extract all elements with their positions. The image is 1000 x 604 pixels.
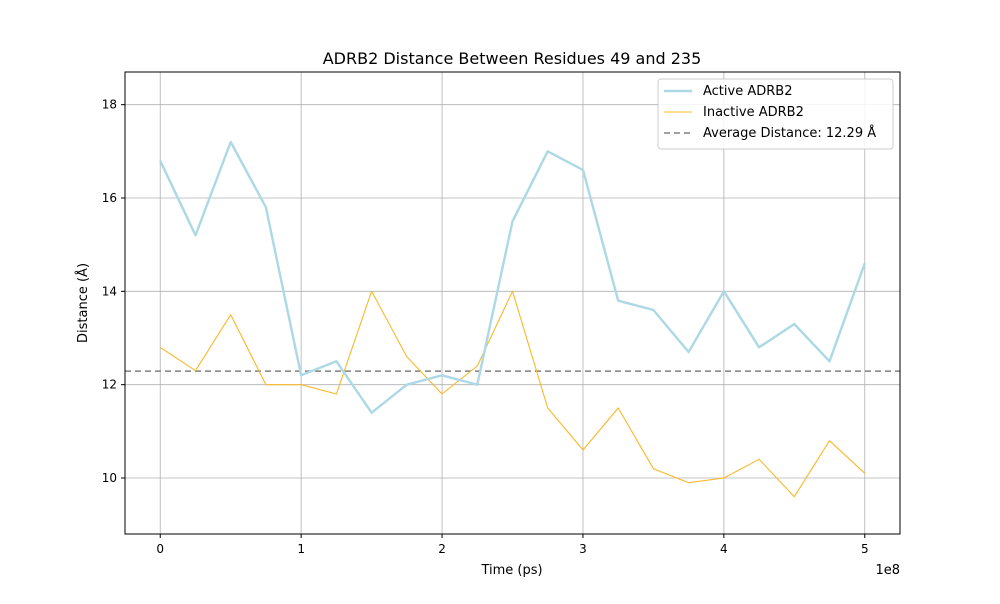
plot-frame: [124, 71, 901, 535]
x-axis-label: Time (ps): [480, 563, 542, 578]
legend-active-label: Active ADRB2: [703, 84, 792, 99]
legend-average-label: Average Distance: 12.29 Å: [703, 125, 876, 141]
legend: Active ADRB2 Inactive ADRB2 Average Distan…: [657, 78, 894, 150]
y-tick-label: 18: [102, 98, 117, 112]
x-axis-ticks: 0 1 2 3 4 5: [156, 534, 869, 556]
legend-box: [657, 78, 894, 150]
active-adrb2-line: [159, 140, 866, 414]
x-tick-label: 3: [579, 542, 587, 556]
x-tick-label: 1: [297, 542, 305, 556]
y-axis-ticks: 10 12 14 16 18: [102, 98, 125, 485]
y-tick-label: 10: [102, 471, 117, 485]
y-tick-label: 12: [102, 378, 117, 392]
x-tick-label: 4: [720, 542, 728, 556]
y-tick-label: 16: [102, 191, 117, 205]
x-axis-offset-label: 1e8: [875, 563, 900, 578]
series-lines: [159, 140, 866, 498]
x-tick-label: 5: [861, 542, 869, 556]
legend-inactive-label: Inactive ADRB2: [703, 105, 804, 120]
y-axis-label: Distance (Å): [75, 263, 91, 343]
x-tick-label: 2: [438, 542, 446, 556]
inactive-adrb2-line: [159, 290, 866, 498]
chart-title: ADRB2 Distance Between Residues 49 and 2…: [323, 49, 702, 68]
y-tick-label: 14: [102, 284, 117, 298]
x-tick-label: 0: [156, 542, 164, 556]
